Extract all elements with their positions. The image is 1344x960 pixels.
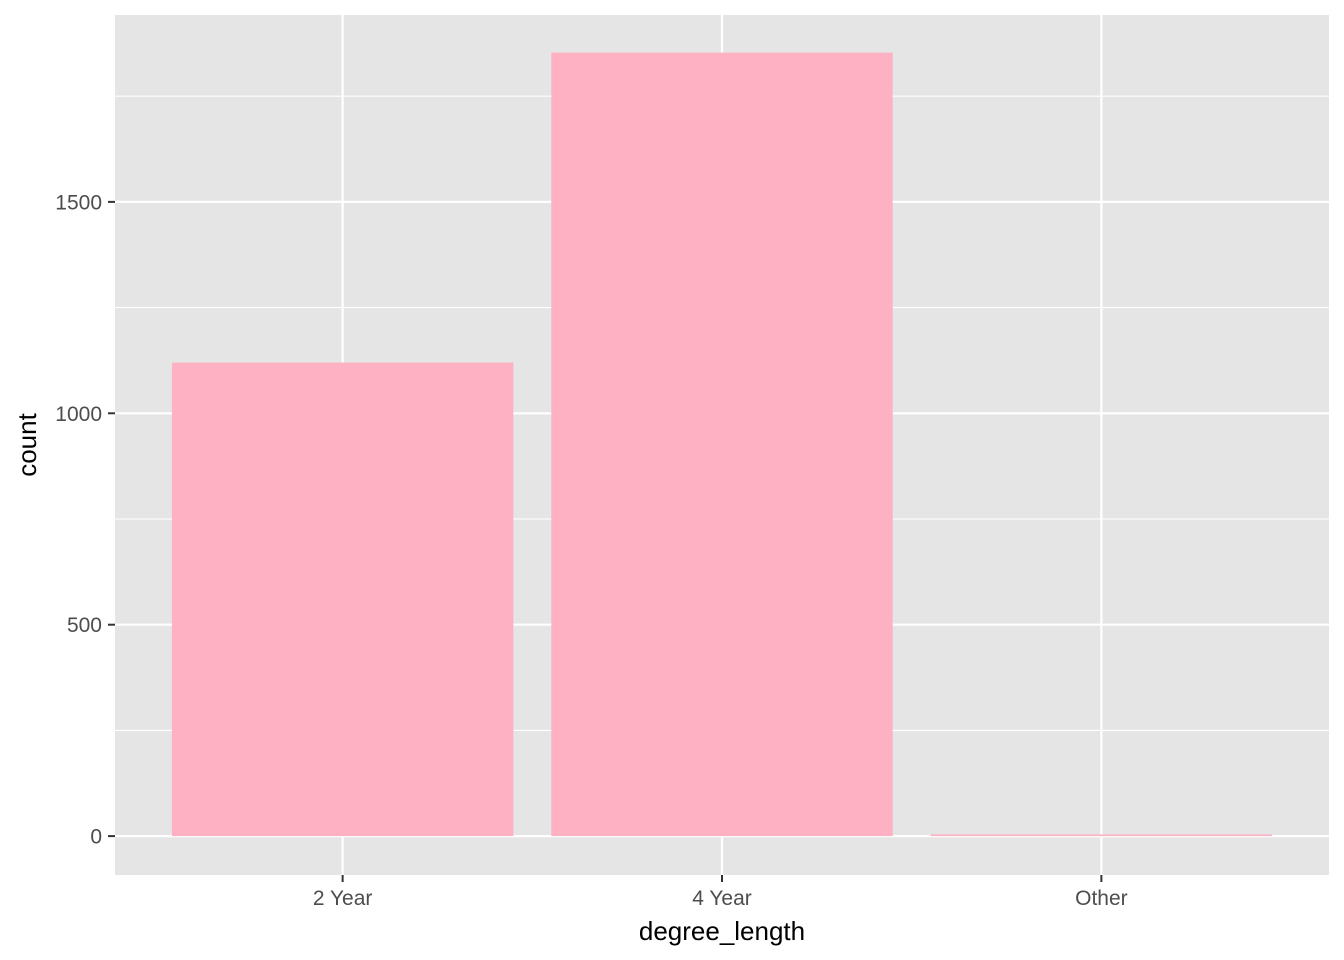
y-tick-label: 1000: [55, 403, 102, 426]
x-axis-ticks: 2 Year 4 Year Other: [313, 875, 1128, 910]
x-axis-title: degree_length: [639, 916, 805, 946]
x-tick-label: 4 Year: [692, 887, 752, 910]
bar: [551, 52, 893, 837]
bar: [171, 362, 514, 837]
y-tick-label: 500: [67, 614, 102, 637]
y-tick-label: 0: [90, 826, 102, 849]
y-tick-label: 1500: [55, 191, 102, 214]
bar: [930, 834, 1273, 837]
x-tick-label: Other: [1075, 887, 1128, 910]
bars: [171, 52, 1273, 837]
y-axis-title: count: [12, 412, 42, 476]
x-tick-label: 2 Year: [313, 887, 373, 910]
y-axis-ticks: 0 500 1000 1500: [55, 191, 115, 849]
